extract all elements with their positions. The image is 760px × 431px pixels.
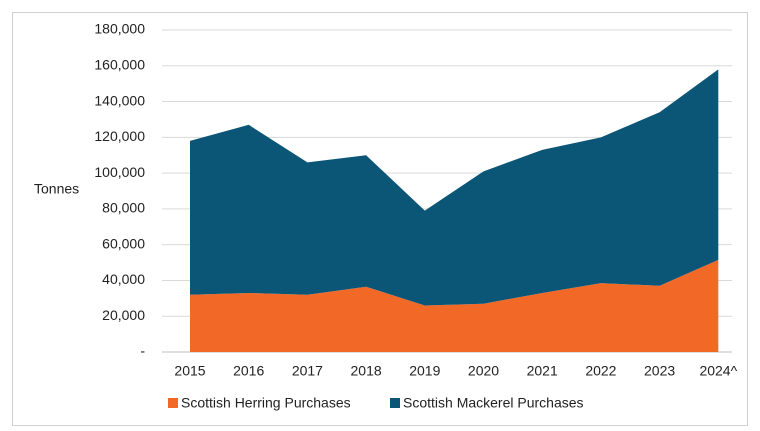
y-axis-label: Tonnes — [34, 181, 79, 197]
legend-label: Scottish Mackerel Purchases — [403, 395, 584, 411]
legend-label: Scottish Herring Purchases — [181, 395, 351, 411]
area — [190, 69, 719, 306]
y-tick-label: 80,000 — [102, 200, 145, 216]
x-tick-label: 2023 — [644, 363, 675, 379]
y-tick-label: 60,000 — [102, 235, 145, 251]
x-tick-label: 2021 — [527, 363, 558, 379]
x-tick-label: 2024^ — [699, 363, 737, 379]
legend-swatch — [168, 398, 178, 408]
x-tick-label: 2017 — [292, 363, 323, 379]
y-tick-label: 160,000 — [94, 56, 145, 72]
y-tick-label: 120,000 — [94, 128, 145, 144]
y-tick-label: 20,000 — [102, 307, 145, 323]
x-tick-label: 2018 — [351, 363, 382, 379]
x-tick-label: 2016 — [233, 363, 264, 379]
x-tick-label: 2022 — [585, 363, 616, 379]
x-tick-label: 2019 — [409, 363, 440, 379]
y-tick-label: 40,000 — [102, 271, 145, 287]
area — [190, 259, 719, 352]
y-tick-label: 140,000 — [94, 92, 145, 108]
y-tick-label: 180,000 — [94, 21, 145, 37]
y-tick-label: - — [140, 343, 145, 359]
x-tick-label: 2020 — [468, 363, 499, 379]
y-tick-label: 100,000 — [94, 164, 145, 180]
x-tick-label: 2015 — [174, 363, 205, 379]
legend-swatch — [390, 398, 400, 408]
